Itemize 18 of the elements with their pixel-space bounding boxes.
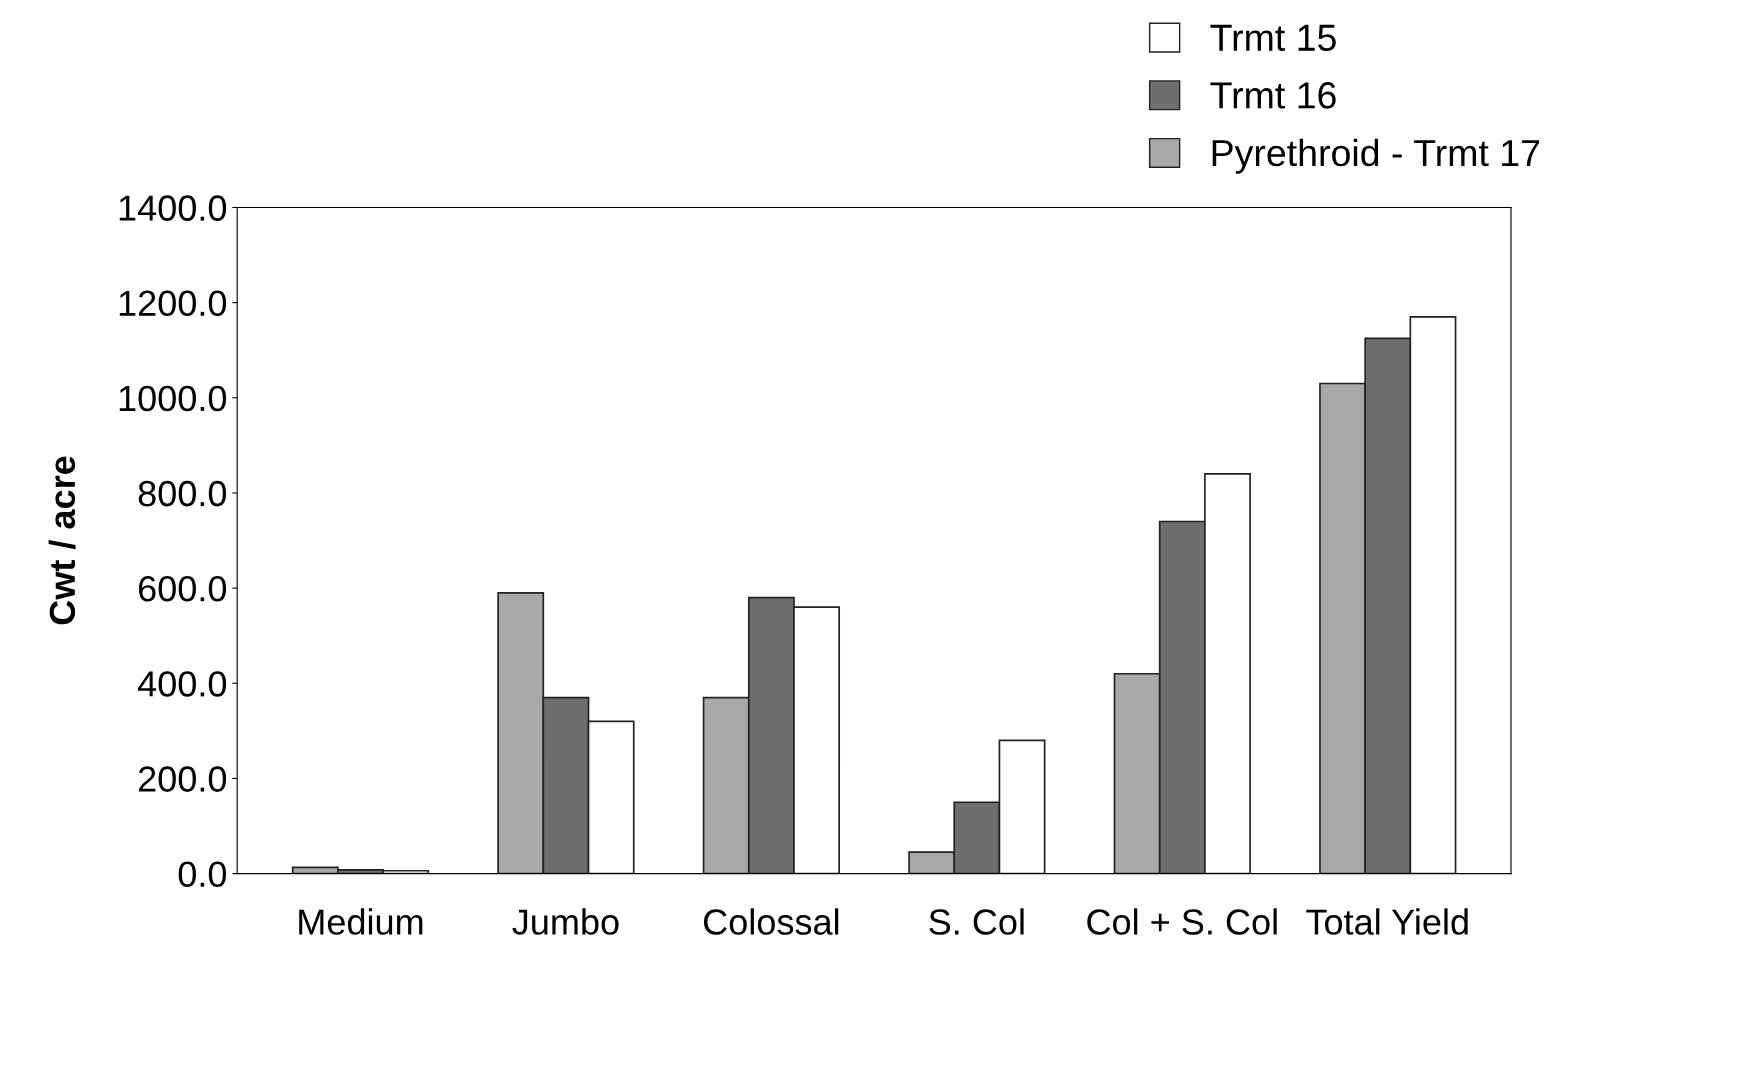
legend-label: Trmt 16 [1210, 82, 1336, 109]
x-tick-label: Jumbo [512, 908, 619, 935]
x-tick-label: Medium [299, 908, 423, 935]
y-tick-label: 1400.0 [119, 195, 227, 221]
legend-label: Trmt 15 [1210, 24, 1336, 52]
y-tick-label: 1000.0 [119, 385, 227, 412]
y-tick-label: 800.0 [138, 480, 227, 507]
x-tick-label: Colossal [703, 908, 839, 935]
y-tick-label: 600.0 [138, 575, 227, 602]
x-tick-label: Total Yield [1306, 908, 1468, 935]
y-tick-label: 1200.0 [119, 290, 227, 317]
y-tick-label: 400.0 [137, 671, 227, 697]
y-axis-title: Cwt / acre [48, 456, 76, 625]
y-tick-label: 0.0 [178, 861, 227, 888]
legend-label: Pyrethroid - Trmt 17 [1212, 138, 1540, 174]
y-tick-label: 200.0 [138, 766, 227, 792]
x-tick-label: S. Col [929, 908, 1024, 935]
x-tick-label: Col + S. Col [1087, 908, 1277, 935]
